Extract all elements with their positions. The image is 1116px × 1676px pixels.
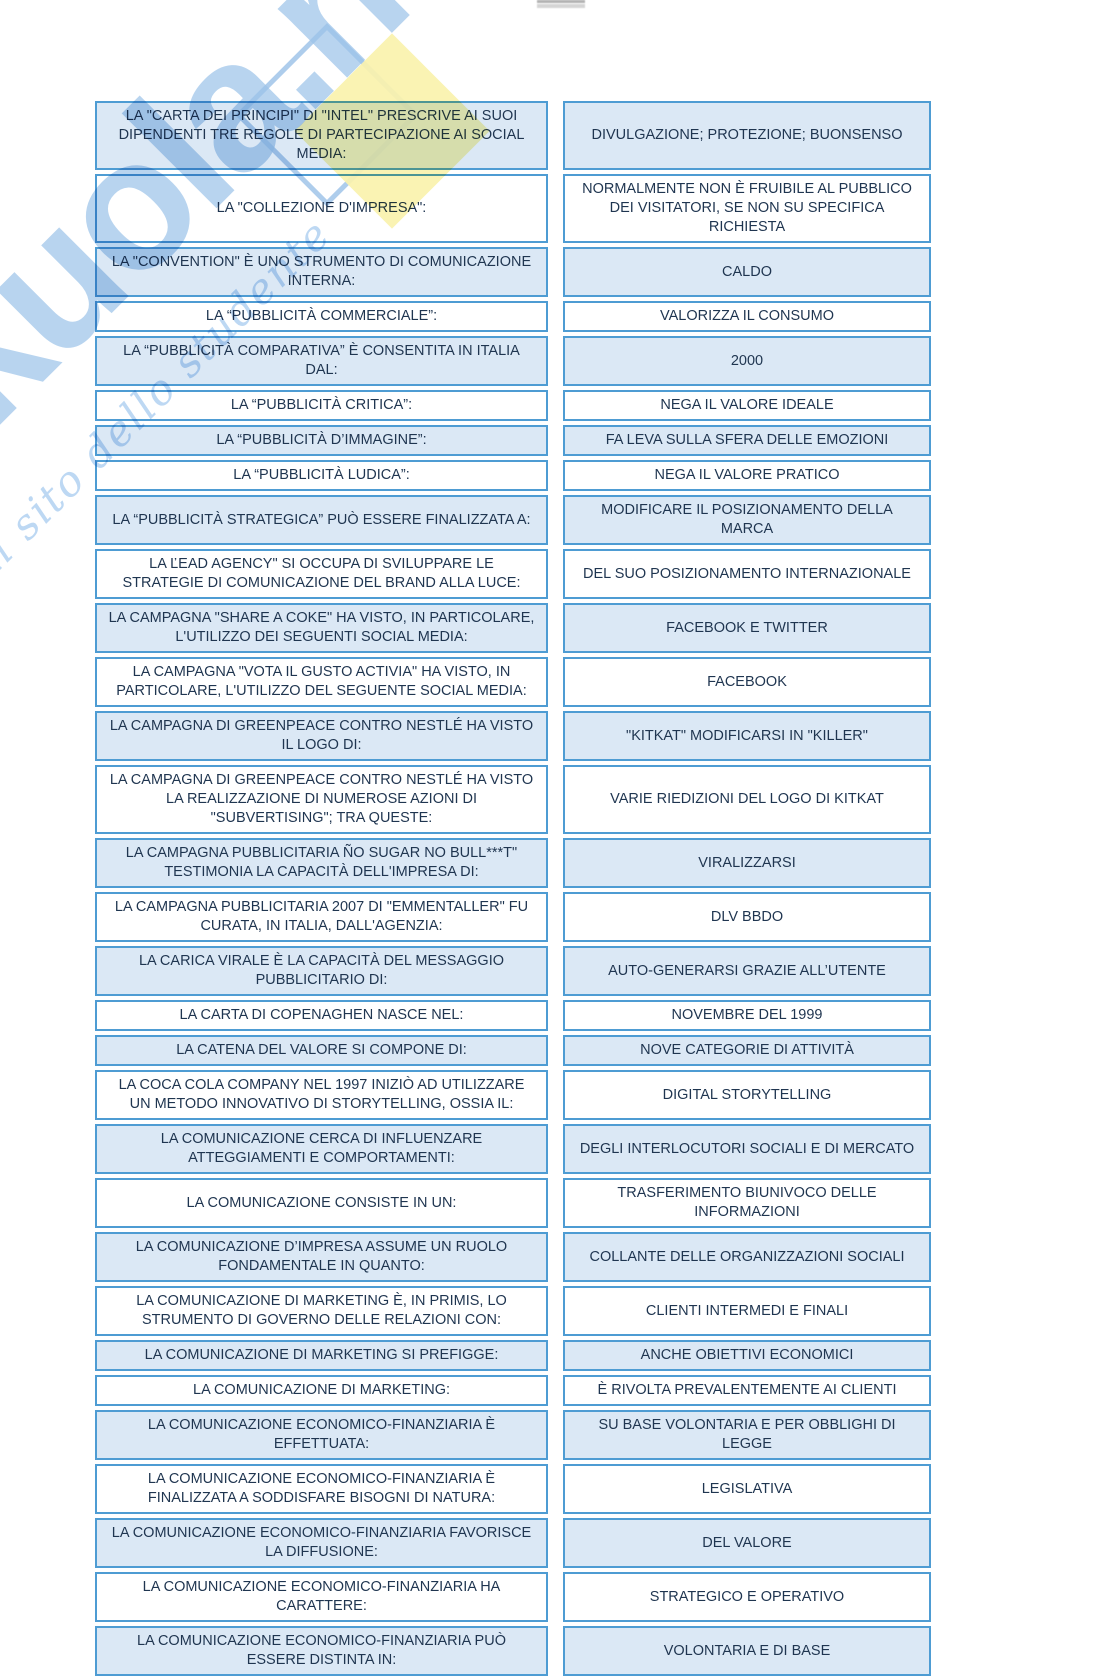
answer-cell: DLV BBDO — [563, 892, 931, 942]
question-cell: LA CARTA DI COPENAGHEN NASCE NEL: — [95, 1000, 548, 1031]
table-row: LA “PUBBLICITÀ D’IMMAGINE”: FA LEVA SULLA… — [95, 425, 931, 456]
table-row: LA “PUBBLICITÀ LUDICA”: NEGA IL VALORE PR… — [95, 460, 931, 491]
question-cell: LA CAMPAGNA "SHARE A COKE" HA VISTO, IN … — [95, 603, 548, 653]
table-row: LA COMUNICAZIONE CONSISTE IN UN: TRASFERI… — [95, 1178, 931, 1228]
answer-cell: VALORIZZA IL CONSUMO — [563, 301, 931, 332]
table-row: LA CAMPAGNA DI GREENPEACE CONTRO NESTLÉ … — [95, 711, 931, 761]
answer-cell: CALDO — [563, 247, 931, 297]
table-row: LA CARTA DI COPENAGHEN NASCE NEL: NOVEMBR… — [95, 1000, 931, 1031]
question-cell: LA COMUNICAZIONE DI MARKETING: — [95, 1375, 548, 1406]
answer-cell: DEL VALORE — [563, 1518, 931, 1568]
table-row: LA CAMPAGNA "VOTA IL GUSTO ACTIVIA" HA V… — [95, 657, 931, 707]
table-row: LA CAMPAGNA PUBBLICITARIA ÑO SUGAR NO BU… — [95, 838, 931, 888]
question-cell: LA COMUNICAZIONE DI MARKETING SI PREFIGG… — [95, 1340, 548, 1371]
answer-cell: ANCHE OBIETTIVI ECONOMICI — [563, 1340, 931, 1371]
table-row: LA COMUNICAZIONE ECONOMICO-FINANZIARIA È… — [95, 1464, 931, 1514]
table-row: LA COCA COLA COMPANY NEL 1997 INIZIÒ AD … — [95, 1070, 931, 1120]
answer-cell: STRATEGICO E OPERATIVO — [563, 1572, 931, 1622]
answer-cell: NEGA IL VALORE IDEALE — [563, 390, 931, 421]
question-cell: LA CAMPAGNA "VOTA IL GUSTO ACTIVIA" HA V… — [95, 657, 548, 707]
question-cell: LA CAMPAGNA PUBBLICITARIA ÑO SUGAR NO BU… — [95, 838, 548, 888]
table-row: LA "CARTA DEI PRINCIPI" DI "INTEL" PRESC… — [95, 101, 931, 170]
table-row: LA COMUNICAZIONE DI MARKETING È, IN PRIM… — [95, 1286, 931, 1336]
answer-cell: NORMALMENTE NON È FRUIBILE AL PUBBLICO D… — [563, 174, 931, 243]
table-row: LA COMUNICAZIONE ECONOMICO-FINANZIARIA F… — [95, 1518, 931, 1568]
answer-cell: VOLONTARIA E DI BASE — [563, 1626, 931, 1676]
table-row: LA "COLLEZIONE D'IMPRESA": NORMALMENTE NO… — [95, 174, 931, 243]
question-cell: LA COMUNICAZIONE DI MARKETING È, IN PRIM… — [95, 1286, 548, 1336]
question-cell: LA “PUBBLICITÀ CRITICA”: — [95, 390, 548, 421]
answer-cell: VARIE RIEDIZIONI DEL LOGO DI KITKAT — [563, 765, 931, 834]
question-cell: LA “PUBBLICITÀ STRATEGICA” PUÒ ESSERE FI… — [95, 495, 548, 545]
answer-cell: TRASFERIMENTO BIUNIVOCO DELLE INFORMAZIO… — [563, 1178, 931, 1228]
answer-cell: DIVULGAZIONE; PROTEZIONE; BUONSENSO — [563, 101, 931, 170]
table-row: LA COMUNICAZIONE ECONOMICO-FINANZIARIA P… — [95, 1626, 931, 1676]
answer-cell: "KITKAT" MODIFICARSI IN "KILLER" — [563, 711, 931, 761]
question-cell: LA CATENA DEL VALORE SI COMPONE DI: — [95, 1035, 548, 1066]
table-row: LA “PUBBLICITÀ STRATEGICA” PUÒ ESSERE FI… — [95, 495, 931, 545]
table-row: LA CAMPAGNA DI GREENPEACE CONTRO NESTLÉ … — [95, 765, 931, 834]
table-row: LA “PUBBLICITÀ COMMERCIALE”: VALORIZZA IL… — [95, 301, 931, 332]
document-page: { "colors": { "cell_border": "#4E9CD3", … — [0, 0, 931, 1676]
question-cell: LA COMUNICAZIONE ECONOMICO-FINANZIARIA È… — [95, 1464, 548, 1514]
answer-cell: CLIENTI INTERMEDI E FINALI — [563, 1286, 931, 1336]
question-cell: LA ĽEAD AGENCY" SI OCCUPA DI SVILUPPARE … — [95, 549, 548, 599]
question-cell: LA "CARTA DEI PRINCIPI" DI "INTEL" PRESC… — [95, 101, 548, 170]
answer-cell: DEL SUO POSIZIONAMENTO INTERNAZIONALE — [563, 549, 931, 599]
question-cell: LA “PUBBLICITÀ D’IMMAGINE”: — [95, 425, 548, 456]
answer-cell: NEGA IL VALORE PRATICO — [563, 460, 931, 491]
table-row: LA “PUBBLICITÀ COMPARATIVA” È CONSENTITA… — [95, 336, 931, 386]
table-row: LA CATENA DEL VALORE SI COMPONE DI: NOVE … — [95, 1035, 931, 1066]
table-row: LA “PUBBLICITÀ CRITICA”: NEGA IL VALORE I… — [95, 390, 931, 421]
question-cell: LA COMUNICAZIONE CONSISTE IN UN: — [95, 1178, 548, 1228]
question-cell: LA CAMPAGNA DI GREENPEACE CONTRO NESTLÉ … — [95, 711, 548, 761]
question-cell: LA COMUNICAZIONE D’IMPRESA ASSUME UN RUO… — [95, 1232, 548, 1282]
question-cell: LA COMUNICAZIONE CERCA DI INFLUENZARE AT… — [95, 1124, 548, 1174]
answer-cell: NOVE CATEGORIE DI ATTIVITÀ — [563, 1035, 931, 1066]
question-cell: LA CARICA VIRALE È LA CAPACITÀ DEL MESSA… — [95, 946, 548, 996]
table-row: LA CARICA VIRALE È LA CAPACITÀ DEL MESSA… — [95, 946, 931, 996]
question-cell: LA “PUBBLICITÀ LUDICA”: — [95, 460, 548, 491]
answer-cell: DIGITAL STORYTELLING — [563, 1070, 931, 1120]
table-row: LA ĽEAD AGENCY" SI OCCUPA DI SVILUPPARE … — [95, 549, 931, 599]
table-row: LA COMUNICAZIONE DI MARKETING SI PREFIGG… — [95, 1340, 931, 1371]
table-row: LA COMUNICAZIONE ECONOMICO-FINANZIARIA H… — [95, 1572, 931, 1622]
answer-cell: DEGLI INTERLOCUTORI SOCIALI E DI MERCATO — [563, 1124, 931, 1174]
table-row: LA CAMPAGNA PUBBLICITARIA 2007 DI "EMMEN… — [95, 892, 931, 942]
question-cell: LA CAMPAGNA DI GREENPEACE CONTRO NESTLÉ … — [95, 765, 548, 834]
question-cell: LA COMUNICAZIONE ECONOMICO-FINANZIARIA H… — [95, 1572, 548, 1622]
answer-cell: FA LEVA SULLA SFERA DELLE EMOZIONI — [563, 425, 931, 456]
question-cell: LA COMUNICAZIONE ECONOMICO-FINANZIARIA È… — [95, 1410, 548, 1460]
table-row: LA CAMPAGNA "SHARE A COKE" HA VISTO, IN … — [95, 603, 931, 653]
question-cell: LA "COLLEZIONE D'IMPRESA": — [95, 174, 548, 243]
table-row: LA "CONVENTION" È UNO STRUMENTO DI COMUN… — [95, 247, 931, 297]
answer-cell: AUTO-GENERARSI GRAZIE ALL’UTENTE — [563, 946, 931, 996]
qa-table: LA "CARTA DEI PRINCIPI" DI "INTEL" PRESC… — [95, 101, 931, 1676]
question-cell: LA "CONVENTION" È UNO STRUMENTO DI COMUN… — [95, 247, 548, 297]
answer-cell: LEGISLATIVA — [563, 1464, 931, 1514]
question-cell: LA COMUNICAZIONE ECONOMICO-FINANZIARIA P… — [95, 1626, 548, 1676]
answer-cell: 2000 — [563, 336, 931, 386]
question-cell: LA COCA COLA COMPANY NEL 1997 INIZIÒ AD … — [95, 1070, 548, 1120]
answer-cell: FACEBOOK — [563, 657, 931, 707]
answer-cell: VIRALIZZARSI — [563, 838, 931, 888]
answer-cell: SU BASE VOLONTARIA E PER OBBLIGHI DI LEG… — [563, 1410, 931, 1460]
answer-cell: NOVEMBRE DEL 1999 — [563, 1000, 931, 1031]
question-cell: LA COMUNICAZIONE ECONOMICO-FINANZIARIA F… — [95, 1518, 548, 1568]
answer-cell: COLLANTE DELLE ORGANIZZAZIONI SOCIALI — [563, 1232, 931, 1282]
answer-cell: MODIFICARE IL POSIZIONAMENTO DELLA MARCA — [563, 495, 931, 545]
answer-cell: È RIVOLTA PREVALENTEMENTE AI CLIENTI — [563, 1375, 931, 1406]
table-row: LA COMUNICAZIONE ECONOMICO-FINANZIARIA È… — [95, 1410, 931, 1460]
table-row: LA COMUNICAZIONE DI MARKETING: È RIVOLTA … — [95, 1375, 931, 1406]
question-cell: LA “PUBBLICITÀ COMMERCIALE”: — [95, 301, 548, 332]
answer-cell: FACEBOOK E TWITTER — [563, 603, 931, 653]
question-cell: LA “PUBBLICITÀ COMPARATIVA” È CONSENTITA… — [95, 336, 548, 386]
question-cell: LA CAMPAGNA PUBBLICITARIA 2007 DI "EMMEN… — [95, 892, 548, 942]
page-header-remnant — [537, 0, 585, 8]
table-row: LA COMUNICAZIONE CERCA DI INFLUENZARE AT… — [95, 1124, 931, 1174]
table-row: LA COMUNICAZIONE D’IMPRESA ASSUME UN RUO… — [95, 1232, 931, 1282]
